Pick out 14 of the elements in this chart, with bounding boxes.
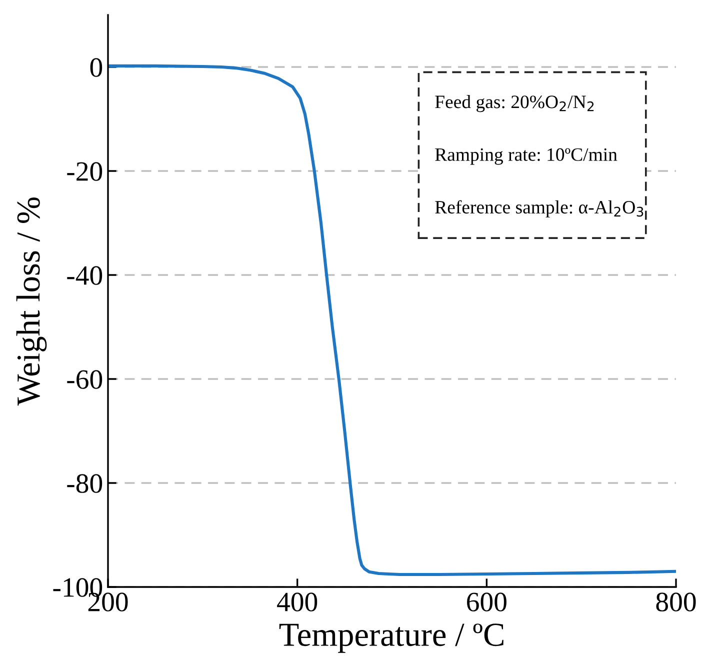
y-tick-label: -40: [67, 266, 102, 285]
y-tick-label: -20: [67, 162, 102, 181]
y-tick-label: -60: [67, 370, 102, 389]
annotation: Ramping rate: 10ºC/min: [435, 148, 618, 165]
y-axis-title: Weight loss / %: [16, 197, 47, 406]
y-tick-label: -80: [67, 474, 102, 493]
x-axis-title: Temperature / ºC: [279, 624, 504, 653]
annotation: Feed gas: 20%O$_{2}$/N$_{2}$: [435, 95, 594, 112]
x-tick-label: 800: [656, 592, 696, 612]
line-series: [108, 64, 676, 576]
x-tick-label: 400: [277, 592, 318, 612]
y-tick-label: 0: [90, 58, 102, 77]
x-tick-label: 600: [467, 592, 506, 612]
annotation: Reference sample: α-Al$_{2}$O$_{3}$: [435, 200, 644, 218]
